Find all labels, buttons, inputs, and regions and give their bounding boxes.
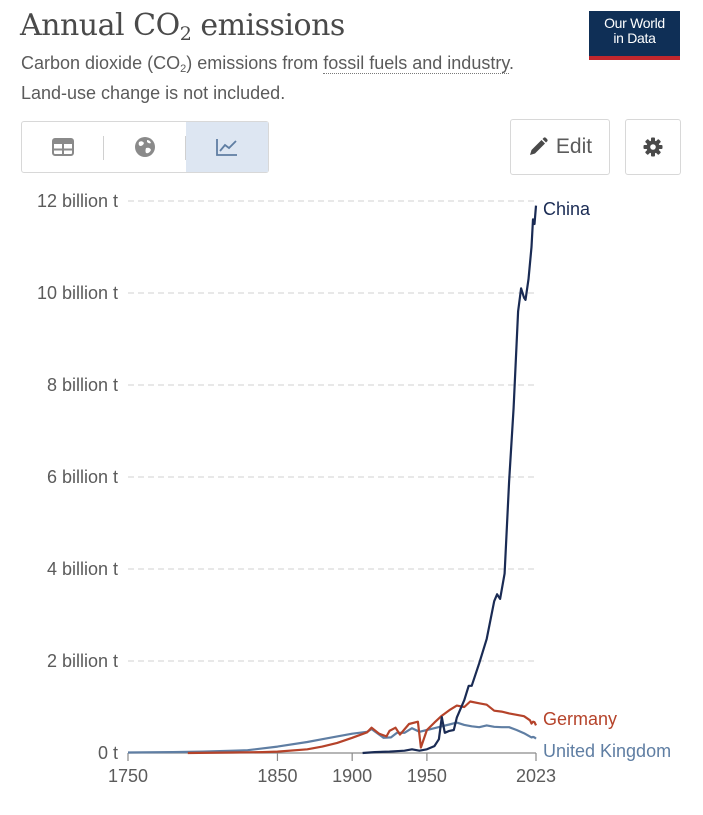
title-text: Annual CO — [20, 8, 180, 43]
settings-button[interactable] — [625, 119, 681, 175]
edit-button[interactable]: Edit — [510, 119, 610, 175]
x-axis: 1750 1850 1900 1950 2023 — [108, 752, 556, 786]
x-tick-label: 1750 — [108, 766, 148, 786]
y-tick-label: 4 billion t — [47, 559, 118, 579]
chart-title: Annual CO2 emissions — [20, 8, 345, 45]
tab-table[interactable] — [22, 122, 104, 172]
tab-divider — [103, 136, 104, 160]
line-chart-icon — [216, 139, 237, 156]
x-tick-label: 1950 — [407, 766, 447, 786]
y-tick-label: 0 t — [98, 743, 118, 763]
subtitle-text-mid: ) emissions from — [186, 53, 324, 73]
gear-icon — [643, 137, 663, 157]
title-text-end: emissions — [191, 8, 345, 43]
series-label-uk: United Kingdom — [543, 741, 671, 761]
y-tick-label: 2 billion t — [47, 651, 118, 671]
table-icon — [52, 138, 74, 156]
series-lines — [127, 205, 538, 755]
y-tick-label: 10 billion t — [37, 283, 118, 303]
fossil-fuels-link[interactable]: fossil fuels and industry — [323, 53, 509, 74]
y-tick-label: 8 billion t — [47, 375, 118, 395]
y-axis: 0 t 2 billion t 4 billion t 6 billion t 8 bi… — [37, 191, 118, 763]
tab-chart[interactable] — [186, 122, 268, 172]
x-tick-label: 1900 — [332, 766, 372, 786]
series-label-china: China — [543, 199, 591, 219]
tab-divider — [185, 136, 186, 160]
y-tick-label: 6 billion t — [47, 467, 118, 487]
logo-line-2: in Data — [613, 30, 656, 46]
title-subscript: 2 — [179, 23, 192, 45]
y-tick-label: 12 billion t — [37, 191, 118, 211]
series-labels: China Germany United Kingdom — [543, 199, 671, 761]
globe-icon — [135, 137, 155, 157]
view-tabs — [21, 121, 269, 173]
logo-line-1: Our World — [604, 15, 665, 31]
edit-label: Edit — [555, 135, 593, 158]
series-line-china[interactable] — [362, 205, 538, 755]
subtitle-subscript: 2 — [180, 63, 187, 75]
grid-lines — [128, 200, 536, 662]
series-line-germany[interactable] — [187, 700, 537, 755]
pencil-icon — [529, 137, 548, 155]
series-line-uk[interactable] — [127, 721, 537, 754]
chart-subtitle: Carbon dioxide (CO2) emissions from foss… — [21, 51, 531, 105]
subtitle-text: Carbon dioxide (CO — [21, 53, 181, 73]
subtitle-text-end: . Land-use change is not included. — [21, 53, 515, 103]
x-tick-label: 1850 — [257, 766, 297, 786]
tab-map[interactable] — [104, 122, 186, 172]
series-label-germany: Germany — [543, 709, 617, 729]
owid-logo[interactable]: Our World in Data — [589, 11, 680, 60]
x-tick-label: 2023 — [516, 766, 556, 786]
